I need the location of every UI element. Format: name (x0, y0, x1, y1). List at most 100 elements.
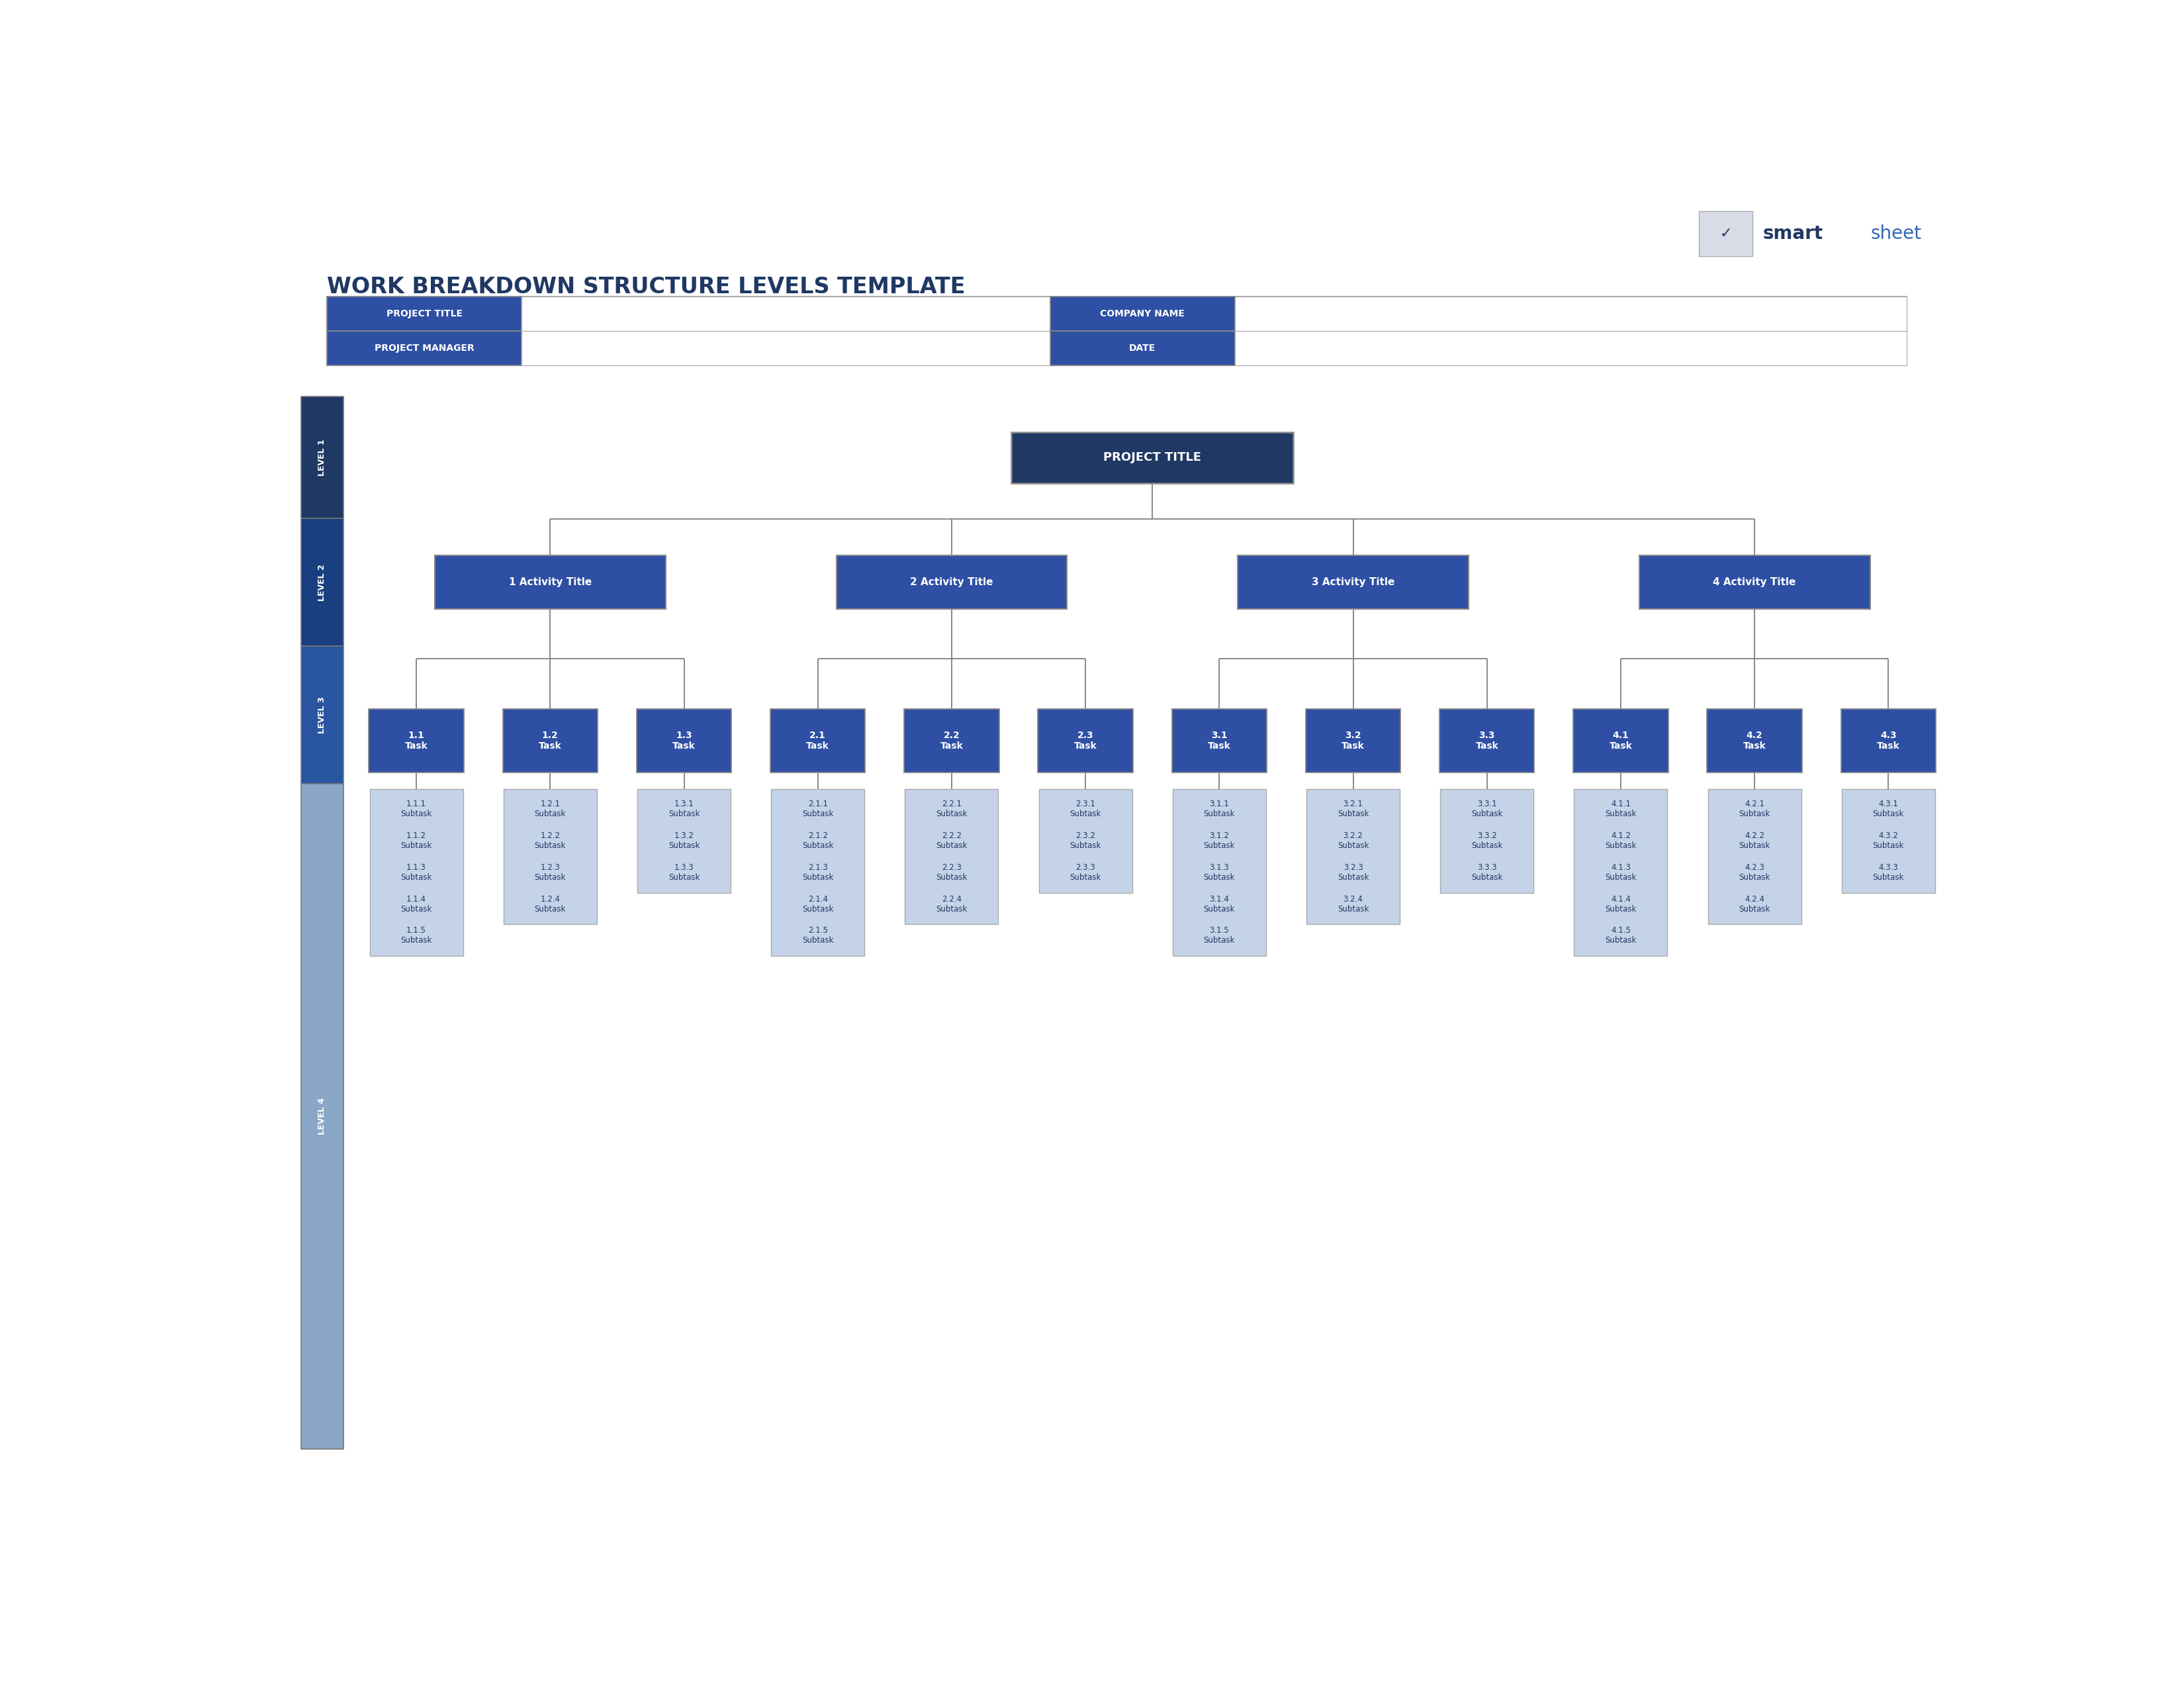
Text: PROJECT MANAGER: PROJECT MANAGER (373, 344, 474, 353)
Text: 3.1.2
Subtask: 3.1.2 Subtask (1203, 832, 1234, 851)
Text: LEVEL 4: LEVEL 4 (319, 1097, 328, 1134)
Text: 2.2.2
Subtask: 2.2.2 Subtask (937, 832, 968, 851)
FancyBboxPatch shape (836, 555, 1068, 609)
Text: 1.1.5
Subtask: 1.1.5 Subtask (400, 927, 432, 945)
Text: 3.1
Task: 3.1 Task (1208, 731, 1232, 751)
FancyBboxPatch shape (1051, 331, 1234, 366)
Text: 3.2.2
Subtask: 3.2.2 Subtask (1337, 832, 1369, 851)
Text: 4.2.1
Subtask: 4.2.1 Subtask (1738, 800, 1771, 819)
FancyBboxPatch shape (771, 788, 865, 955)
Text: 2.1
Task: 2.1 Task (806, 731, 830, 751)
Text: 4.3
Task: 4.3 Task (1876, 731, 1900, 751)
FancyBboxPatch shape (505, 788, 596, 925)
FancyBboxPatch shape (301, 783, 343, 1448)
FancyBboxPatch shape (1234, 331, 1907, 366)
Text: 4.1.3
Subtask: 4.1.3 Subtask (1605, 863, 1636, 881)
FancyBboxPatch shape (1037, 709, 1133, 773)
FancyBboxPatch shape (435, 555, 666, 609)
Text: 4.3.3
Subtask: 4.3.3 Subtask (1872, 863, 1904, 881)
FancyBboxPatch shape (1841, 788, 1935, 893)
Text: 4.2.4
Subtask: 4.2.4 Subtask (1738, 895, 1771, 913)
Text: 2 Activity Title: 2 Activity Title (911, 577, 994, 587)
FancyBboxPatch shape (1040, 788, 1131, 893)
FancyBboxPatch shape (904, 788, 998, 925)
FancyBboxPatch shape (636, 709, 732, 773)
FancyBboxPatch shape (1708, 709, 1802, 773)
Text: LEVEL 1: LEVEL 1 (319, 439, 328, 476)
FancyBboxPatch shape (1708, 788, 1802, 925)
Text: 2.3.3
Subtask: 2.3.3 Subtask (1070, 863, 1101, 881)
FancyBboxPatch shape (1306, 788, 1400, 925)
Text: 1.1
Task: 1.1 Task (404, 731, 428, 751)
Text: 1.3.1
Subtask: 1.3.1 Subtask (668, 800, 699, 819)
FancyBboxPatch shape (301, 518, 343, 647)
Text: 1.1.1
Subtask: 1.1.1 Subtask (400, 800, 432, 819)
FancyBboxPatch shape (301, 397, 343, 518)
Text: 2.1.2
Subtask: 2.1.2 Subtask (802, 832, 834, 851)
Text: 2.1.5
Subtask: 2.1.5 Subtask (802, 927, 834, 945)
Text: 3.3
Task: 3.3 Task (1476, 731, 1498, 751)
FancyBboxPatch shape (1051, 297, 1234, 331)
Text: 3.1.5
Subtask: 3.1.5 Subtask (1203, 927, 1234, 945)
FancyBboxPatch shape (1011, 432, 1293, 483)
Text: 1.2.3
Subtask: 1.2.3 Subtask (535, 863, 566, 881)
FancyBboxPatch shape (522, 297, 1051, 331)
FancyBboxPatch shape (328, 331, 522, 366)
FancyBboxPatch shape (1173, 709, 1267, 773)
Text: 1.2.4
Subtask: 1.2.4 Subtask (535, 895, 566, 913)
FancyBboxPatch shape (1575, 788, 1666, 955)
Text: ✓: ✓ (1721, 226, 1732, 240)
Text: 1.2
Task: 1.2 Task (539, 731, 561, 751)
Text: 4.1.1
Subtask: 4.1.1 Subtask (1605, 800, 1636, 819)
Text: smart: smart (1762, 225, 1824, 243)
Text: 2.2.4
Subtask: 2.2.4 Subtask (937, 895, 968, 913)
FancyBboxPatch shape (1238, 555, 1468, 609)
Text: 1.3
Task: 1.3 Task (673, 731, 695, 751)
Text: 1 Activity Title: 1 Activity Title (509, 577, 592, 587)
Text: 3 Activity Title: 3 Activity Title (1313, 577, 1396, 587)
FancyBboxPatch shape (1306, 709, 1400, 773)
Text: 4.2.3
Subtask: 4.2.3 Subtask (1738, 863, 1771, 881)
Text: 3.3.2
Subtask: 3.3.2 Subtask (1472, 832, 1503, 851)
Text: 1.3.2
Subtask: 1.3.2 Subtask (668, 832, 699, 851)
Text: PROJECT TITLE: PROJECT TITLE (387, 309, 463, 319)
Text: 3.2.1
Subtask: 3.2.1 Subtask (1337, 800, 1369, 819)
Text: 4.1.2
Subtask: 4.1.2 Subtask (1605, 832, 1636, 851)
FancyBboxPatch shape (328, 297, 522, 331)
Text: 4.1
Task: 4.1 Task (1610, 731, 1631, 751)
Text: 4.2.2
Subtask: 4.2.2 Subtask (1738, 832, 1771, 851)
FancyBboxPatch shape (1439, 709, 1535, 773)
Text: 1.2.1
Subtask: 1.2.1 Subtask (535, 800, 566, 819)
FancyBboxPatch shape (638, 788, 732, 893)
Text: 2.1.3
Subtask: 2.1.3 Subtask (802, 863, 834, 881)
FancyBboxPatch shape (1572, 709, 1669, 773)
FancyBboxPatch shape (301, 647, 343, 783)
FancyBboxPatch shape (1841, 709, 1935, 773)
FancyBboxPatch shape (369, 788, 463, 955)
FancyBboxPatch shape (1234, 297, 1907, 331)
Text: 3.2
Task: 3.2 Task (1341, 731, 1365, 751)
Text: 1.3.3
Subtask: 1.3.3 Subtask (668, 863, 699, 881)
Text: DATE: DATE (1129, 344, 1155, 353)
FancyBboxPatch shape (328, 297, 1907, 366)
FancyBboxPatch shape (1640, 555, 1870, 609)
FancyBboxPatch shape (369, 709, 463, 773)
Text: 3.1.3
Subtask: 3.1.3 Subtask (1203, 863, 1234, 881)
Text: 4.1.5
Subtask: 4.1.5 Subtask (1605, 927, 1636, 945)
Text: 3.1.4
Subtask: 3.1.4 Subtask (1203, 895, 1234, 913)
FancyBboxPatch shape (1173, 788, 1267, 955)
Text: COMPANY NAME: COMPANY NAME (1101, 309, 1184, 319)
FancyBboxPatch shape (771, 709, 865, 773)
Text: 1.1.2
Subtask: 1.1.2 Subtask (400, 832, 432, 851)
Text: 2.2.1
Subtask: 2.2.1 Subtask (937, 800, 968, 819)
Text: PROJECT TITLE: PROJECT TITLE (1103, 451, 1201, 464)
Text: 2.3.2
Subtask: 2.3.2 Subtask (1070, 832, 1101, 851)
FancyBboxPatch shape (904, 709, 998, 773)
Text: 4.1.4
Subtask: 4.1.4 Subtask (1605, 895, 1636, 913)
Text: 2.2
Task: 2.2 Task (939, 731, 963, 751)
Text: 1.1.4
Subtask: 1.1.4 Subtask (400, 895, 432, 913)
FancyBboxPatch shape (502, 709, 598, 773)
Text: 3.3.3
Subtask: 3.3.3 Subtask (1472, 863, 1503, 881)
Text: 4.3.1
Subtask: 4.3.1 Subtask (1872, 800, 1904, 819)
Text: LEVEL 2: LEVEL 2 (319, 564, 328, 601)
